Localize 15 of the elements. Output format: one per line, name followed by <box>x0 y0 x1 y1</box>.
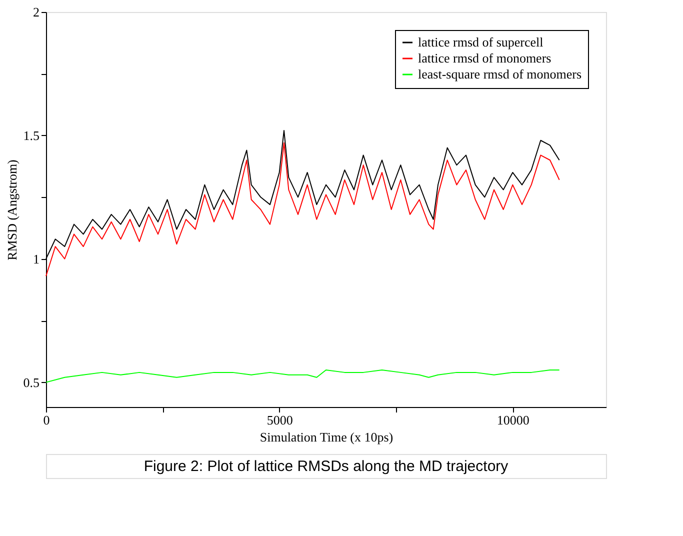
y-tick-label: 2 <box>33 4 40 20</box>
y-axis-title: RMSD (Angstrom) <box>4 160 20 260</box>
legend-label: least-square rmsd of monomers <box>418 66 582 82</box>
line-series <box>46 142 560 277</box>
x-tick-label: 10000 <box>496 412 530 428</box>
legend-label: lattice rmsd of supercell <box>418 34 544 50</box>
y-tick-label: 1.5 <box>23 128 40 143</box>
caption: Figure 2: Plot of lattice RMSDs along the MD trajectory <box>144 458 509 475</box>
line-series <box>46 369 560 383</box>
x-tick-label: 0 <box>43 412 50 428</box>
y-tick-label: 0.5 <box>23 374 40 390</box>
x-axis-title: Simulation Time (x 10ps) <box>260 430 394 444</box>
legend-label: lattice rmsd of monomers <box>418 50 552 66</box>
x-tick-label: 5000 <box>266 412 293 428</box>
y-tick-label: 1 <box>33 251 40 266</box>
